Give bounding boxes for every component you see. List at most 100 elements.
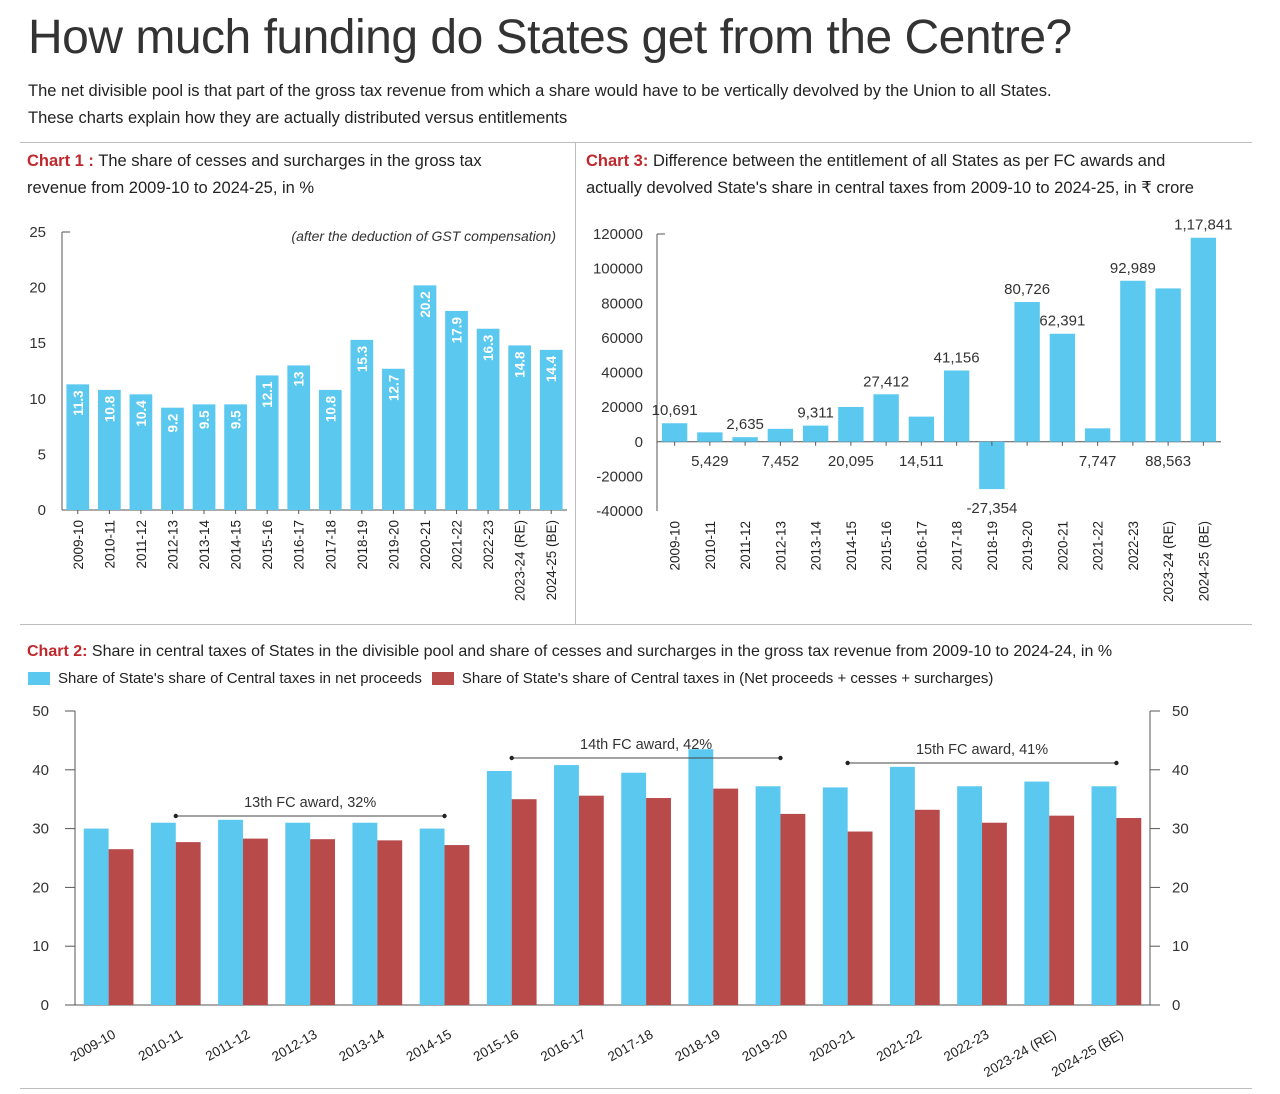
chart2-annotation-dot	[1114, 760, 1119, 766]
chart3-bar-2023-24-RE	[1155, 288, 1181, 442]
chart2-bar-red-2012-13	[310, 839, 336, 1005]
chart2-bar-red-2016-17	[578, 795, 604, 1005]
chart1-heading: Chart 1 : The share of cesses and surcha…	[27, 148, 482, 202]
chart2-left-tick-label: 10	[32, 938, 49, 955]
chart3-x-tick-label: 2009-10	[668, 521, 683, 571]
chart2-bar-red-2010-11	[175, 842, 201, 1005]
chart1-bar-2022-23	[476, 328, 500, 510]
chart2-bar-red-2022-23	[982, 822, 1007, 1005]
chart1-x-tick-label: 2023-24 (RE)	[513, 520, 528, 601]
chart3-data-label: 20,095	[828, 453, 874, 470]
chart2-bar-blue-2009-10	[83, 828, 109, 1005]
chart2-x-tick-label: 2010-11	[136, 1027, 186, 1064]
chart2-legend: Share of State's share of Central taxes …	[28, 670, 1003, 687]
chart3-data-label: -27,354	[966, 500, 1017, 517]
chart3-bar-2017-18	[943, 370, 970, 442]
chart1-data-label: 9.2	[165, 414, 180, 433]
chart1-data-label: 20.2	[418, 291, 433, 317]
chart3-x-tick-label: 2010-11	[703, 521, 718, 570]
chart1-x-tick-label: 2024-25 (BE)	[544, 520, 559, 600]
chart1-x-tick-label: 2018-19	[355, 520, 370, 570]
chart1-data-label: 17.9	[450, 317, 465, 343]
chart3-title-line2: actually devolved State's share in centr…	[586, 179, 1194, 197]
chart1-x-tick-label: 2015-16	[260, 520, 275, 570]
chart3-data-label: 7,747	[1079, 453, 1117, 470]
chart2-svg: 0 0 10 10 20 20 30 30 40 40 50 50 2009-10 2010-11 2011…	[32, 703, 1189, 1081]
chart2-annotation-dot	[173, 813, 178, 819]
chart1-bar-2023-24-RE	[508, 345, 532, 510]
chart3-data-label: 7,452	[762, 453, 800, 470]
chart2-x-tick-label: 2018-19	[672, 1027, 722, 1065]
chart3-x-tick-label: 2023-24 (RE)	[1161, 521, 1176, 602]
chart2-annotation-label: 14th FC award, 42%	[580, 737, 712, 753]
chart1-data-label: 9.5	[197, 410, 212, 429]
chart2-right-tick-label: 0	[1172, 997, 1180, 1014]
chart1-x-tick-label: 2019-20	[386, 520, 401, 570]
chart3-svg: -40000 -20000 0 20000 40000 60000 80000 100000 1…	[593, 217, 1233, 602]
legend-swatch-blue	[28, 672, 50, 685]
chart3-x-tick-label: 2012-13	[773, 521, 788, 571]
chart2-bar-red-2024-25-BE	[1116, 818, 1142, 1005]
chart3-x-tick-label: 2014-15	[844, 521, 859, 571]
chart1-bar-2015-16	[255, 375, 279, 510]
chart3-bar-2020-21	[1049, 333, 1076, 442]
chart1-bar-2016-17	[287, 365, 311, 510]
chart1-data-label: 10.4	[134, 400, 149, 427]
chart3-x-tick-label: 2016-17	[914, 521, 929, 571]
chart2-x-tick-label: 2024-25 (BE)	[1049, 1027, 1126, 1080]
legend-label-blue: Share of State's share of Central taxes …	[58, 670, 422, 687]
chart1-bar-2019-20	[382, 368, 405, 510]
chart1-y-tick-label: 10	[29, 391, 46, 408]
chart2-left-tick-label: 0	[41, 997, 49, 1014]
chart1-x-tick-label: 2013-14	[197, 520, 212, 570]
chart3-data-label: 80,726	[1004, 281, 1050, 298]
chart2-x-tick-label: 2011-12	[203, 1027, 253, 1064]
chart2-x-tick-label: 2009-10	[68, 1027, 118, 1065]
chart2-x-tick-label: 2016-17	[538, 1027, 588, 1065]
chart3-data-label: 1,17,841	[1174, 217, 1232, 234]
chart2-bar-red-2021-22	[914, 809, 940, 1005]
chart1-bar-2013-14	[192, 404, 216, 510]
chart2-x-tick-label: 2015-16	[471, 1027, 521, 1065]
chart1-x-tick-label: 2009-10	[71, 520, 86, 570]
chart1-x-tick-label: 2016-17	[292, 520, 307, 570]
chart2-x-tick-label: 2023-24 (RE)	[981, 1027, 1059, 1081]
chart3-data-label: 14,511	[899, 453, 944, 470]
chart2-x-tick-label: 2021-22	[874, 1027, 924, 1065]
chart2-bar-blue-2015-16	[486, 770, 512, 1005]
chart1-data-label: 10.8	[323, 395, 338, 422]
chart3-data-label: 62,391	[1039, 313, 1085, 330]
chart3-bar-2009-10	[661, 423, 688, 442]
chart1-title-line2: revenue from 2009-10 to 2024-25, in %	[27, 179, 315, 197]
chart1-data-label: 16.3	[481, 334, 496, 361]
chart2-right-tick-label: 40	[1172, 762, 1189, 779]
chart1-data-label: 14.4	[544, 355, 559, 382]
chart3-bar-2019-20	[1014, 301, 1040, 442]
chart2-bar-blue-2021-22	[889, 766, 915, 1005]
chart2-left-tick-label: 40	[32, 762, 49, 779]
chart3-bar-2024-25-BE	[1190, 237, 1217, 442]
chart3-bar-2012-13	[767, 428, 794, 442]
chart2-bar-blue-2014-15	[419, 828, 445, 1005]
chart1-y-tick-label: 15	[29, 335, 46, 352]
chart1-y-tick-label: 20	[29, 280, 46, 297]
chart1-label: Chart 1 :	[27, 152, 94, 170]
chart2-x-tick-label: 2017-18	[605, 1027, 655, 1065]
chart2-bar-blue-2019-20	[755, 786, 781, 1005]
chart1-data-label: 10.8	[102, 395, 117, 422]
chart2-bar-blue-2017-18	[621, 772, 647, 1005]
chart3-x-tick-label: 2024-25 (BE)	[1196, 521, 1211, 601]
chart2-bar-blue-2016-17	[554, 765, 579, 1005]
chart3-label: Chart 3:	[586, 152, 649, 170]
chart3-x-tick-label: 2020-21	[1055, 521, 1070, 571]
chart2-bar-red-2018-19	[713, 788, 739, 1005]
chart2-annotation-dot	[845, 760, 850, 766]
chart2-x-tick-label: 2019-20	[740, 1027, 790, 1065]
chart3-x-tick-label: 2021-22	[1091, 521, 1106, 571]
chart1-y-tick-label: 25	[29, 224, 46, 241]
chart3-heading: Chart 3: Difference between the entitlem…	[586, 148, 1194, 202]
chart3-data-label: 88,563	[1145, 453, 1191, 470]
chart2-left-tick-label: 50	[32, 703, 49, 720]
chart2-x-tick-label: 2020-21	[807, 1027, 857, 1065]
chart3-bar-2010-11	[697, 432, 723, 442]
